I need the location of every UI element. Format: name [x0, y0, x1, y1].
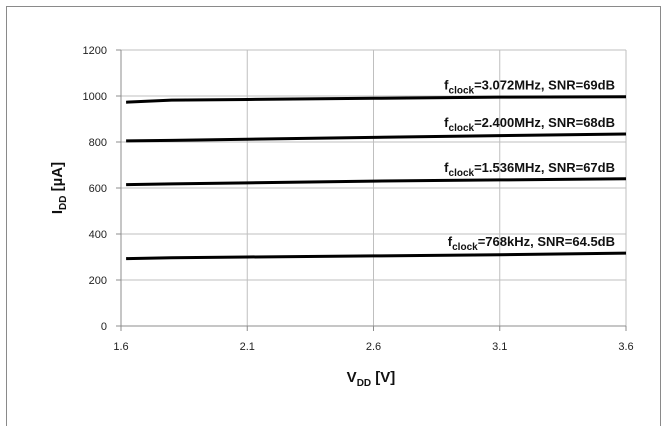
axes — [116, 49, 627, 331]
series-lines — [126, 95, 627, 261]
y-tick-label: 800 — [89, 137, 107, 149]
y-tick-label: 400 — [89, 229, 107, 241]
y-axis-title: IDD [µA] — [49, 162, 69, 214]
x-axis-title: VDD [V] — [347, 369, 396, 389]
x-tick-label: 2.1 — [240, 341, 255, 353]
series-labels: fclock=3.072MHz, SNR=69dB fclock=2.400MHz… — [444, 78, 615, 253]
y-tick-labels: 0 200 400 600 800 1000 1200 — [83, 45, 107, 333]
y-tick-label: 1200 — [83, 45, 107, 57]
series-label-2: fclock=2.400MHz, SNR=68dB — [444, 115, 615, 134]
x-tick-labels: 1.6 2.1 2.6 3.1 3.6 — [113, 341, 633, 353]
x-tick-label: 1.6 — [113, 341, 128, 353]
chart-frame — [6, 6, 661, 426]
series-line-3 — [126, 177, 627, 187]
series-label-1: fclock=3.072MHz, SNR=69dB — [444, 78, 615, 97]
y-tick-label: 1000 — [83, 91, 107, 103]
series-line-2 — [126, 132, 627, 143]
x-tick-label: 3.6 — [618, 341, 633, 353]
series-label-3: fclock=1.536MHz, SNR=67dB — [444, 160, 615, 179]
grid-lines — [121, 49, 627, 326]
series-line-4 — [126, 251, 627, 261]
x-tick-label: 3.1 — [492, 341, 507, 353]
x-tick-label: 2.6 — [366, 341, 381, 353]
y-tick-label: 200 — [89, 275, 107, 287]
y-tick-label: 0 — [101, 321, 107, 333]
y-tick-label: 600 — [89, 183, 107, 195]
series-label-4: fclock=768kHz, SNR=64.5dB — [448, 234, 615, 253]
series-line-1 — [126, 95, 627, 104]
